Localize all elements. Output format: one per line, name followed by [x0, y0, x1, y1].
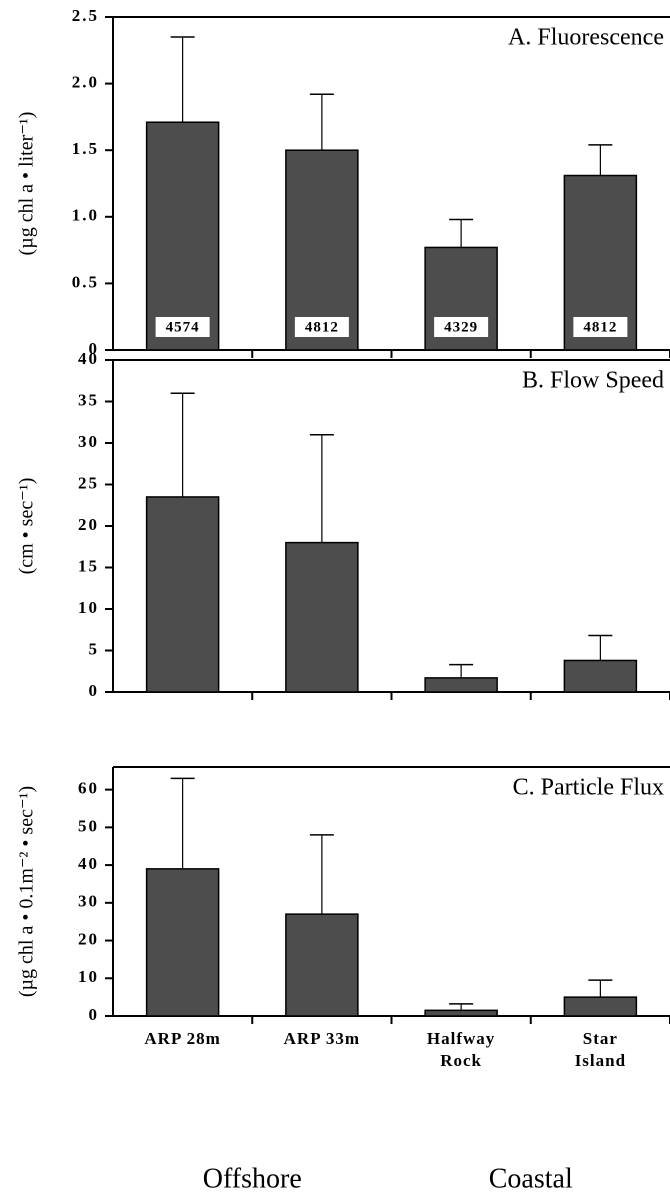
- y-tick-label: 0: [89, 1005, 100, 1024]
- x-tick-label: Star: [583, 1029, 618, 1048]
- y-tick-label: 30: [78, 432, 99, 451]
- y-tick-label: 40: [78, 854, 99, 873]
- chart-title: B. Flow Speed: [522, 368, 664, 394]
- bar: [424, 677, 498, 693]
- x-tick-label: ARP 33m: [284, 1029, 360, 1048]
- bar: [285, 149, 359, 351]
- y-tick-label: 0: [89, 339, 100, 358]
- bar: [285, 541, 359, 693]
- y-tick-label: 50: [78, 816, 99, 835]
- n-label-box: [155, 317, 210, 337]
- y-tick-label: 10: [78, 967, 99, 986]
- y-tick-label: 2.0: [72, 73, 99, 92]
- y-axis-label: (µg chl a • liter⁻¹): [16, 112, 38, 256]
- y-tick-label: 1.5: [72, 139, 99, 158]
- y-tick-label: 2.5: [72, 6, 99, 25]
- bar: [145, 868, 220, 1017]
- y-tick-label: 60: [78, 779, 99, 798]
- x-tick-label: Halfway: [427, 1029, 495, 1048]
- y-tick-label: 1.0: [72, 206, 99, 225]
- y-tick-label: 25: [78, 473, 99, 492]
- y-axis-label: (µg chl a • 0.1m⁻² • sec⁻¹): [16, 786, 38, 997]
- x-tick-label: Rock: [440, 1051, 482, 1070]
- n-label-box: [294, 317, 349, 337]
- y-tick-label: 20: [78, 929, 99, 948]
- bar: [145, 496, 220, 693]
- x-tick-label: ARP 28m: [144, 1029, 220, 1048]
- n-label: 4329: [444, 319, 478, 335]
- group-label: Offshore: [203, 1163, 302, 1194]
- n-label-box: [434, 317, 489, 337]
- y-tick-label: 35: [78, 390, 99, 409]
- bar: [424, 1009, 498, 1017]
- bar: [563, 659, 638, 693]
- y-tick-label: 5: [89, 639, 100, 658]
- x-tick-label: Island: [575, 1051, 626, 1070]
- n-label: 4812: [583, 319, 617, 335]
- chart-title: A. Fluorescence: [508, 25, 664, 51]
- n-label: 4574: [166, 319, 200, 335]
- y-tick-label: 40: [78, 349, 99, 368]
- y-tick-label: 0: [89, 681, 100, 700]
- chart-title: C. Particle Flux: [513, 775, 664, 801]
- bar: [285, 913, 359, 1017]
- y-tick-label: 20: [78, 515, 99, 534]
- y-tick-label: 0.5: [72, 272, 99, 291]
- y-tick-label: 15: [78, 556, 99, 575]
- y-tick-label: 10: [78, 598, 99, 617]
- bar: [145, 121, 220, 351]
- n-label: 4812: [305, 319, 339, 335]
- n-label-box: [573, 317, 628, 337]
- group-label: Coastal: [489, 1163, 573, 1194]
- y-axis-label: (cm • sec⁻¹): [16, 478, 38, 575]
- bar: [563, 996, 638, 1017]
- y-tick-label: 30: [78, 892, 99, 911]
